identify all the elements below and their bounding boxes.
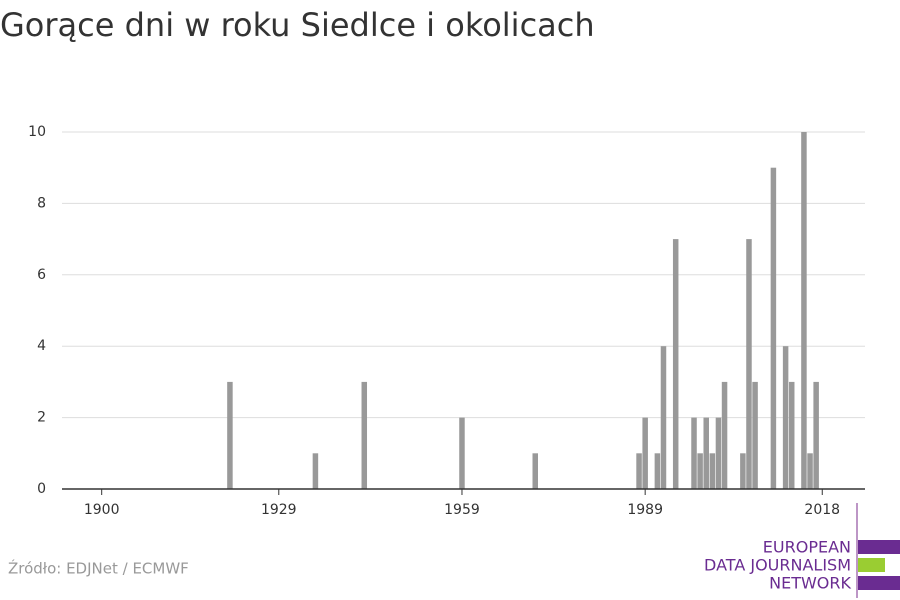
bar: [312, 453, 319, 489]
x-tick-label: 1989: [627, 502, 663, 518]
x-tick-label: 1959: [444, 502, 480, 518]
bar: [715, 417, 722, 489]
bar: [746, 239, 752, 489]
bar: [672, 239, 679, 489]
bar: [788, 381, 795, 489]
y-tick-label: 4: [37, 338, 46, 354]
bar: [740, 453, 746, 489]
bar: [642, 417, 648, 489]
bar: [691, 417, 697, 489]
bar: [703, 417, 709, 489]
bar: [227, 381, 233, 489]
x-tick-label: 1929: [261, 502, 297, 518]
logo-text: NETWORK: [769, 574, 851, 593]
y-tick-label: 8: [37, 195, 46, 211]
x-tick-label: 1900: [84, 502, 120, 518]
y-tick-label: 2: [37, 410, 46, 426]
bar: [636, 453, 642, 489]
logo-bar: [858, 558, 885, 572]
bar: [807, 453, 813, 489]
bar: [532, 453, 538, 489]
bar: [770, 167, 777, 489]
bar: [697, 453, 703, 489]
y-tick-label: 0: [37, 481, 46, 497]
bar: [361, 381, 368, 489]
logo-text: DATA JOURNALISM: [704, 556, 851, 575]
bar: [782, 346, 789, 489]
x-tick-label: 2018: [804, 502, 840, 518]
logo-bar: [858, 576, 900, 590]
bar: [459, 417, 465, 489]
bar: [752, 381, 758, 489]
y-tick-label: 6: [37, 267, 46, 283]
source: Źródło: EDJNet / ECMWF: [8, 559, 189, 578]
bar: [813, 381, 819, 489]
logo-text: EUROPEAN: [763, 538, 851, 557]
bar: [660, 346, 667, 489]
logo-bar: [858, 540, 900, 554]
bar: [709, 453, 716, 489]
y-tick-label: 10: [28, 124, 46, 140]
bar: [801, 132, 807, 489]
bar: [654, 453, 661, 489]
chart-title: Gorące dni w roku Siedlce i okolicach: [0, 6, 595, 44]
bar: [721, 381, 728, 489]
